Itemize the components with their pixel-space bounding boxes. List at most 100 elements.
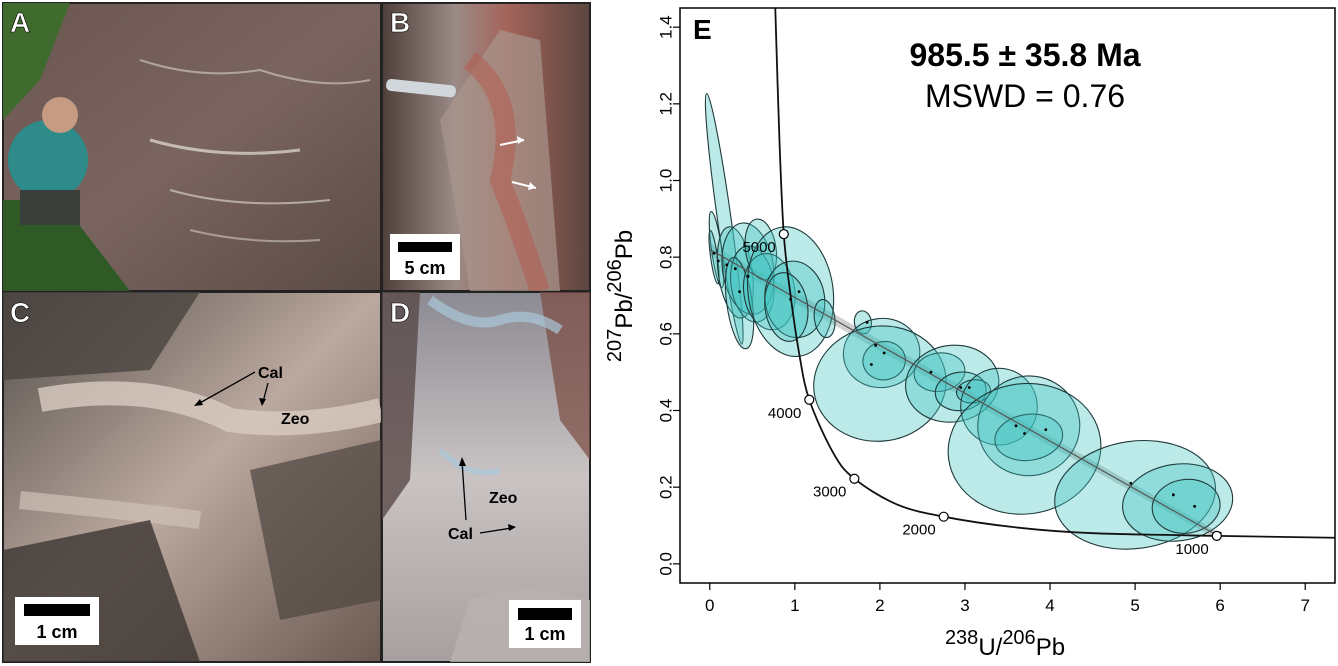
x-label-element-1: U/: [978, 634, 1002, 661]
analysis-point: [716, 259, 720, 263]
error-ellipse: [994, 413, 1064, 462]
photo-panel-a: A: [2, 2, 382, 292]
x-label-mass-2: 206: [1002, 627, 1035, 649]
photo-panel-c: Cal Zeo 1 cm C: [2, 291, 384, 663]
y-label-element-1: Pb/: [611, 292, 638, 328]
analysis-point: [869, 363, 873, 366]
analysis-point: [789, 297, 792, 301]
y-label-mass-2: 206: [604, 259, 626, 292]
age-label: 5000: [742, 239, 775, 256]
scale-bar-label: 1 cm: [524, 624, 565, 644]
analysis-point: [712, 251, 716, 255]
analysis-point: [797, 290, 801, 294]
arrow: [461, 460, 467, 521]
age-label: 3000: [813, 484, 846, 501]
y-tick-label: 1.4: [657, 15, 676, 39]
analysis-point: [874, 343, 878, 347]
ellipse-layer: [704, 93, 1234, 550]
y-tick-label: 0.8: [657, 245, 676, 269]
photo-panel-d: Zeo Cal 1 cm D: [381, 291, 591, 663]
age-marker: [804, 394, 815, 405]
error-ellipse: [947, 382, 1102, 515]
mineral-label-cal: Cal: [258, 365, 283, 382]
scale-bar: [518, 608, 572, 620]
x-tick-label: 2: [875, 596, 884, 615]
regression-band: [709, 243, 1221, 541]
point-layer: 1000 2000 3000 4000 5000: [712, 229, 1222, 558]
photo-panel-b: 5 cm B: [381, 2, 591, 295]
analysis-point: [1129, 481, 1133, 485]
error-ellipse: [862, 340, 906, 381]
arrow-head: [459, 457, 466, 466]
y-tick-label: 0.4: [657, 399, 676, 423]
scale-bar-box: [390, 234, 460, 280]
x-tick-label: 1: [790, 596, 799, 615]
arrow-head: [528, 182, 536, 190]
plot-frame: [679, 7, 1336, 584]
chart-title: 985.5 ± 35.8 Ma: [909, 37, 1140, 73]
analysis-point: [725, 263, 729, 267]
y-label-mass-1: 207: [604, 329, 626, 362]
analysis-point: [733, 267, 737, 271]
error-ellipse: [913, 352, 966, 393]
error-ellipse: [704, 93, 744, 345]
y-tick-label: 1.2: [657, 92, 676, 116]
y-tick-label: 0.0: [657, 552, 676, 576]
analysis-point: [1014, 424, 1018, 428]
x-tick-label: 7: [1300, 596, 1309, 615]
y-label-element-2: Pb: [611, 230, 638, 259]
analysis-point: [959, 386, 963, 389]
error-ellipse: [813, 325, 947, 442]
arrow: [479, 527, 513, 534]
arrow-head: [517, 136, 524, 144]
error-ellipse: [721, 222, 775, 315]
y-tick-label: 1.0: [657, 169, 676, 193]
concordia-tail: [1216, 534, 1336, 539]
analysis-point: [967, 386, 971, 389]
panel-b-letter: B: [390, 7, 410, 38]
error-ellipse: [1151, 478, 1221, 534]
analysis-point: [1171, 493, 1175, 497]
analysis-point: [882, 351, 886, 355]
axes: 0 1 2 3 4 5 6 7 0.0 0.2 0.4 0.6 0.8 1.0 1.2 1.4: [657, 15, 1310, 615]
age-marker: [778, 229, 789, 240]
y-tick-label: 0.6: [657, 322, 676, 346]
arrow-head: [194, 399, 203, 406]
x-tick-label: 6: [1215, 596, 1224, 615]
concordia-chart: 1000 2000 3000 4000 5000 0 1 2 3 4 5 6 7 0.0 0.2 0.4 0.…: [604, 7, 1336, 661]
y-tick-label: 0.2: [657, 475, 676, 499]
error-ellipse: [1054, 439, 1217, 550]
analysis-point: [865, 320, 869, 324]
analysis-point: [746, 274, 750, 278]
x-label-mass-1: 238: [945, 627, 978, 649]
panel-d-letter: D: [390, 297, 410, 328]
age-marker: [1211, 530, 1222, 541]
error-ellipse: [744, 218, 778, 281]
age-marker: [849, 473, 860, 484]
mineral-label-zeo: Zeo: [489, 490, 518, 507]
age-marker: [938, 511, 949, 522]
analysis-point: [1193, 504, 1197, 508]
x-axis-label: 238U/206Pb: [945, 627, 1065, 661]
age-label: 2000: [902, 522, 935, 539]
chart-subtitle: MSWD = 0.76: [925, 78, 1125, 114]
analysis-point: [929, 370, 933, 374]
analysis-point: [1044, 428, 1048, 432]
x-tick-label: 5: [1130, 596, 1139, 615]
error-ellipse: [960, 367, 1038, 446]
x-tick-label: 0: [705, 596, 714, 615]
scale-bar-label: 5 cm: [404, 258, 445, 278]
panel-e-letter: E: [693, 14, 712, 45]
arrow-head: [508, 524, 516, 531]
mineral-label-cal: Cal: [448, 526, 473, 543]
panel-a-letter: A: [10, 7, 30, 38]
scale-bar: [24, 604, 90, 616]
error-ellipse: [764, 260, 826, 339]
scale-bar-label: 1 cm: [36, 622, 77, 642]
x-tick-label: 3: [960, 596, 969, 615]
analysis-point: [738, 290, 741, 294]
x-label-element-2: Pb: [1036, 634, 1065, 661]
error-ellipse: [813, 298, 836, 339]
x-tick-label: 4: [1045, 596, 1054, 615]
line-layer: [709, 7, 1336, 539]
